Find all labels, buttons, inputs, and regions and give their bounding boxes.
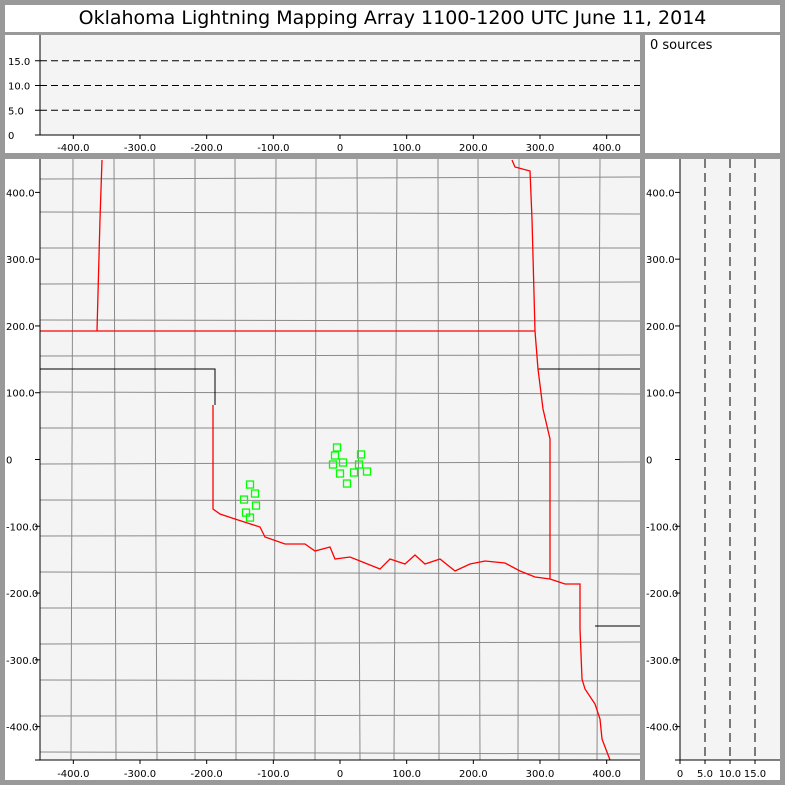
- y-tick-label: 300.0: [646, 255, 675, 266]
- lma-station-marker: [251, 501, 261, 510]
- x-tick-label: -200.0: [191, 143, 223, 153]
- county-line: [39, 714, 640, 717]
- county-line: [517, 159, 520, 761]
- lma-station-marker: [335, 469, 345, 478]
- county-line: [39, 571, 640, 575]
- y-tick-label: -300.0: [6, 656, 38, 667]
- county-line: [39, 354, 640, 357]
- y-tick-label: -400.0: [646, 723, 678, 734]
- county-line: [314, 159, 317, 761]
- lma-station-marker: [250, 489, 260, 498]
- lma-station-marker: [338, 458, 348, 467]
- y-tick-label: 200.0: [6, 322, 35, 333]
- lma-station-marker: [349, 468, 359, 477]
- x-tick-label: 400.0: [592, 769, 621, 780]
- y-tick-label: 100.0: [6, 389, 35, 400]
- y-tick-label: -200.0: [6, 589, 38, 600]
- x-tick-label: 0: [677, 769, 683, 780]
- y-tick-label: 0: [6, 456, 12, 467]
- y-tick-label: 15.0: [8, 57, 30, 68]
- ns-altitude-panel: 0 5.0 10.0 15.0 400.0 300.0 200.0 100.0 0 -100.0 -…: [645, 159, 780, 780]
- lma-station-marker: [245, 513, 255, 522]
- county-line: [393, 159, 398, 761]
- county-line: [39, 641, 640, 645]
- lma-station-marker: [354, 460, 364, 469]
- lma-station-marker: [342, 479, 352, 488]
- x-tick-label: 100.0: [392, 769, 421, 780]
- x-tick-label: 300.0: [526, 143, 555, 153]
- lma-station-marker: [362, 467, 372, 476]
- state-borders-black: [40, 368, 640, 627]
- county-line: [39, 211, 640, 215]
- x-tick-label: -100.0: [257, 143, 289, 153]
- county-line: [234, 159, 237, 761]
- y-tick-label: 400.0: [6, 188, 35, 199]
- altitude-panel: -400.0 -300.0 -200.0 -100.0 0 100.0 200.0 300.0…: [5, 35, 640, 153]
- x-tick-label: -200.0: [191, 769, 223, 780]
- county-line: [39, 319, 640, 322]
- sources-count: 0 sources: [650, 38, 713, 53]
- county-line: [39, 391, 640, 395]
- x-tick-label: -400.0: [57, 143, 89, 153]
- lma-station-marker: [356, 450, 366, 459]
- x-tick-label: 10.0: [719, 769, 741, 780]
- y-tick-label: 100.0: [646, 389, 675, 400]
- map-panel: -400.0 -300.0 -200.0 -100.0 0 100.0 200.0 300.0…: [5, 159, 640, 780]
- x-tick-label: 400.0: [592, 143, 621, 153]
- y-tick-label: -100.0: [6, 522, 38, 533]
- x-tick-label: 15.0: [744, 769, 766, 780]
- y-tick-label: 200.0: [646, 322, 675, 333]
- county-line: [39, 534, 640, 537]
- state-borders-red: [40, 159, 611, 761]
- sources-panel: 0 sources: [645, 35, 780, 153]
- y-tick-label: 0: [646, 456, 652, 467]
- chart-title: Oklahoma Lightning Mapping Array 1100-12…: [5, 5, 780, 32]
- county-line: [153, 159, 158, 761]
- y-tick-label: -200.0: [646, 589, 678, 600]
- county-line: [39, 176, 640, 180]
- county-line: [113, 159, 117, 761]
- lma-station-marker: [328, 460, 338, 469]
- county-line: [273, 159, 277, 761]
- county-line: [437, 159, 440, 761]
- y-tick-label: -300.0: [646, 656, 678, 667]
- county-line: [39, 679, 640, 682]
- y-tick-label: 300.0: [6, 255, 35, 266]
- x-tick-label: 200.0: [459, 143, 488, 153]
- x-tick-label: 5.0: [697, 769, 713, 780]
- county-line: [39, 281, 640, 285]
- x-tick-label: -400.0: [57, 769, 89, 780]
- y-tick-label: -100.0: [646, 522, 678, 533]
- y-tick-label: -400.0: [6, 723, 38, 734]
- x-tick-label: 100.0: [392, 143, 421, 153]
- y-tick-label: 10.0: [8, 82, 30, 93]
- lma-station-marker: [330, 451, 340, 460]
- county-line: [477, 159, 481, 761]
- county-line: [39, 499, 640, 502]
- x-tick-label: 200.0: [459, 769, 488, 780]
- y-tick-label: 400.0: [646, 188, 675, 199]
- x-tick-label: 0: [337, 143, 343, 153]
- county-line: [70, 159, 74, 761]
- x-tick-label: 300.0: [526, 769, 555, 780]
- x-tick-label: 0: [337, 769, 343, 780]
- x-tick-label: -100.0: [257, 769, 289, 780]
- lma-station-marker: [332, 443, 342, 452]
- county-line: [39, 751, 640, 755]
- county-line: [596, 159, 601, 761]
- x-tick-label: -300.0: [124, 769, 156, 780]
- lma-station-marker: [239, 495, 249, 504]
- x-tick-label: -300.0: [124, 143, 156, 153]
- lma-station-marker: [245, 480, 255, 489]
- y-tick-label: 0: [8, 131, 14, 142]
- county-line: [356, 159, 361, 761]
- y-tick-label: 5.0: [8, 106, 24, 117]
